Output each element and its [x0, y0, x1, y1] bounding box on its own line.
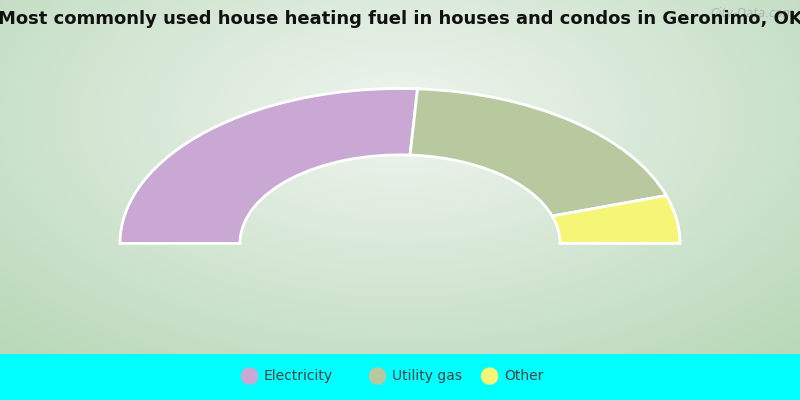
Text: Other: Other — [504, 369, 543, 383]
Ellipse shape — [241, 367, 258, 385]
Text: Most commonly used house heating fuel in houses and condos in Geronimo, OK: Most commonly used house heating fuel in… — [0, 10, 800, 28]
Text: City-Data.com: City-Data.com — [710, 7, 794, 20]
Text: Utility gas: Utility gas — [392, 369, 462, 383]
Ellipse shape — [481, 367, 498, 385]
Wedge shape — [410, 89, 666, 216]
Wedge shape — [552, 196, 680, 243]
Text: Electricity: Electricity — [264, 369, 333, 383]
Ellipse shape — [369, 367, 386, 385]
Wedge shape — [120, 88, 418, 243]
